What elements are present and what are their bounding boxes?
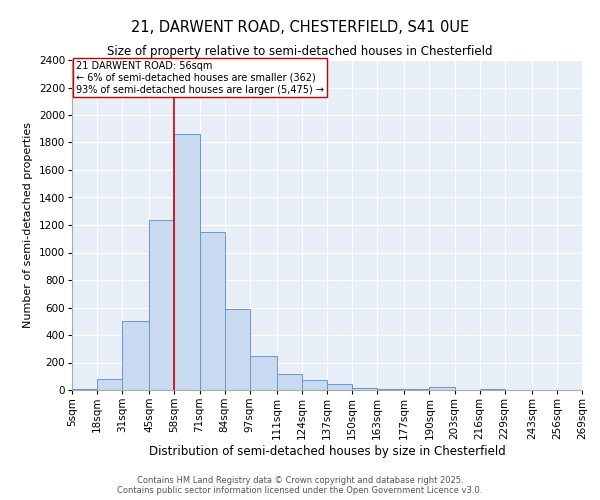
Bar [327,384,352,390]
Bar [97,379,122,390]
Bar [72,388,97,390]
Bar [302,380,327,390]
Text: 21, DARWENT ROAD, CHESTERFIELD, S41 0UE: 21, DARWENT ROAD, CHESTERFIELD, S41 0UE [131,20,469,35]
Bar [122,322,149,390]
Bar [479,388,505,390]
X-axis label: Distribution of semi-detached houses by size in Chesterfield: Distribution of semi-detached houses by … [149,444,505,458]
Bar [175,134,199,390]
Y-axis label: Number of semi-detached properties: Number of semi-detached properties [23,122,33,328]
Text: 21 DARWENT ROAD: 56sqm
← 6% of semi-detached houses are smaller (362)
93% of sem: 21 DARWENT ROAD: 56sqm ← 6% of semi-deta… [76,62,324,94]
Bar [277,374,302,390]
Bar [352,388,377,390]
Text: Size of property relative to semi-detached houses in Chesterfield: Size of property relative to semi-detach… [107,45,493,58]
Text: Contains HM Land Registry data © Crown copyright and database right 2025.
Contai: Contains HM Land Registry data © Crown c… [118,476,482,495]
Bar [199,232,224,390]
Bar [430,386,455,390]
Bar [224,309,250,390]
Bar [377,388,404,390]
Bar [149,220,175,390]
Bar [250,356,277,390]
